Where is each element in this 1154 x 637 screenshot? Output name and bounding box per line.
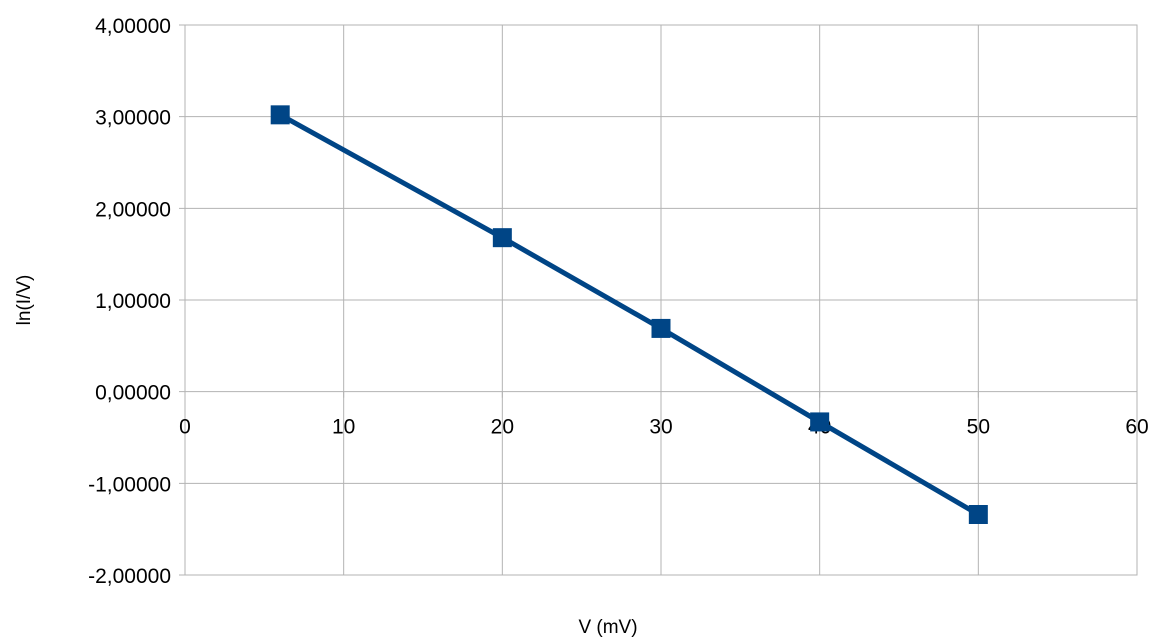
y-tick-label: 1,00000 bbox=[95, 290, 171, 313]
data-point-marker bbox=[492, 228, 512, 248]
x-tick-label: 10 bbox=[332, 416, 355, 439]
data-point-marker bbox=[270, 105, 290, 125]
plot-border bbox=[184, 24, 1138, 576]
data-series bbox=[270, 105, 988, 524]
x-axis-title: V (mV) bbox=[578, 617, 637, 637]
y-axis-title: ln(I/V) bbox=[14, 275, 35, 326]
x-axis-tick-labels: 0102030405060 bbox=[179, 416, 1149, 439]
y-axis-tick-labels: 4,00000 3,00000 2,00000 1,00000 0,00000 -1,00… bbox=[88, 15, 171, 588]
data-point-marker bbox=[968, 505, 988, 524]
x-tick-label: 30 bbox=[649, 416, 672, 439]
plot-area-border bbox=[184, 24, 1138, 576]
series-line bbox=[277, 112, 981, 517]
x-tick-label: 0 bbox=[179, 416, 191, 439]
y-tick-label: -1,00000 bbox=[88, 473, 171, 496]
y-tick-label: -2,00000 bbox=[88, 565, 171, 588]
data-point-marker bbox=[651, 318, 671, 338]
y-tick-label: 3,00000 bbox=[95, 107, 171, 130]
x-tick-label: 60 bbox=[1125, 416, 1148, 439]
x-tick-label: 20 bbox=[491, 416, 514, 439]
y-tick-label: 0,00000 bbox=[95, 382, 171, 405]
y-tick-label: 4,00000 bbox=[95, 15, 171, 38]
y-tick-label: 2,00000 bbox=[95, 198, 171, 221]
x-tick-label: 50 bbox=[967, 416, 990, 439]
grid-lines bbox=[179, 24, 1138, 576]
data-point-marker bbox=[810, 412, 830, 432]
